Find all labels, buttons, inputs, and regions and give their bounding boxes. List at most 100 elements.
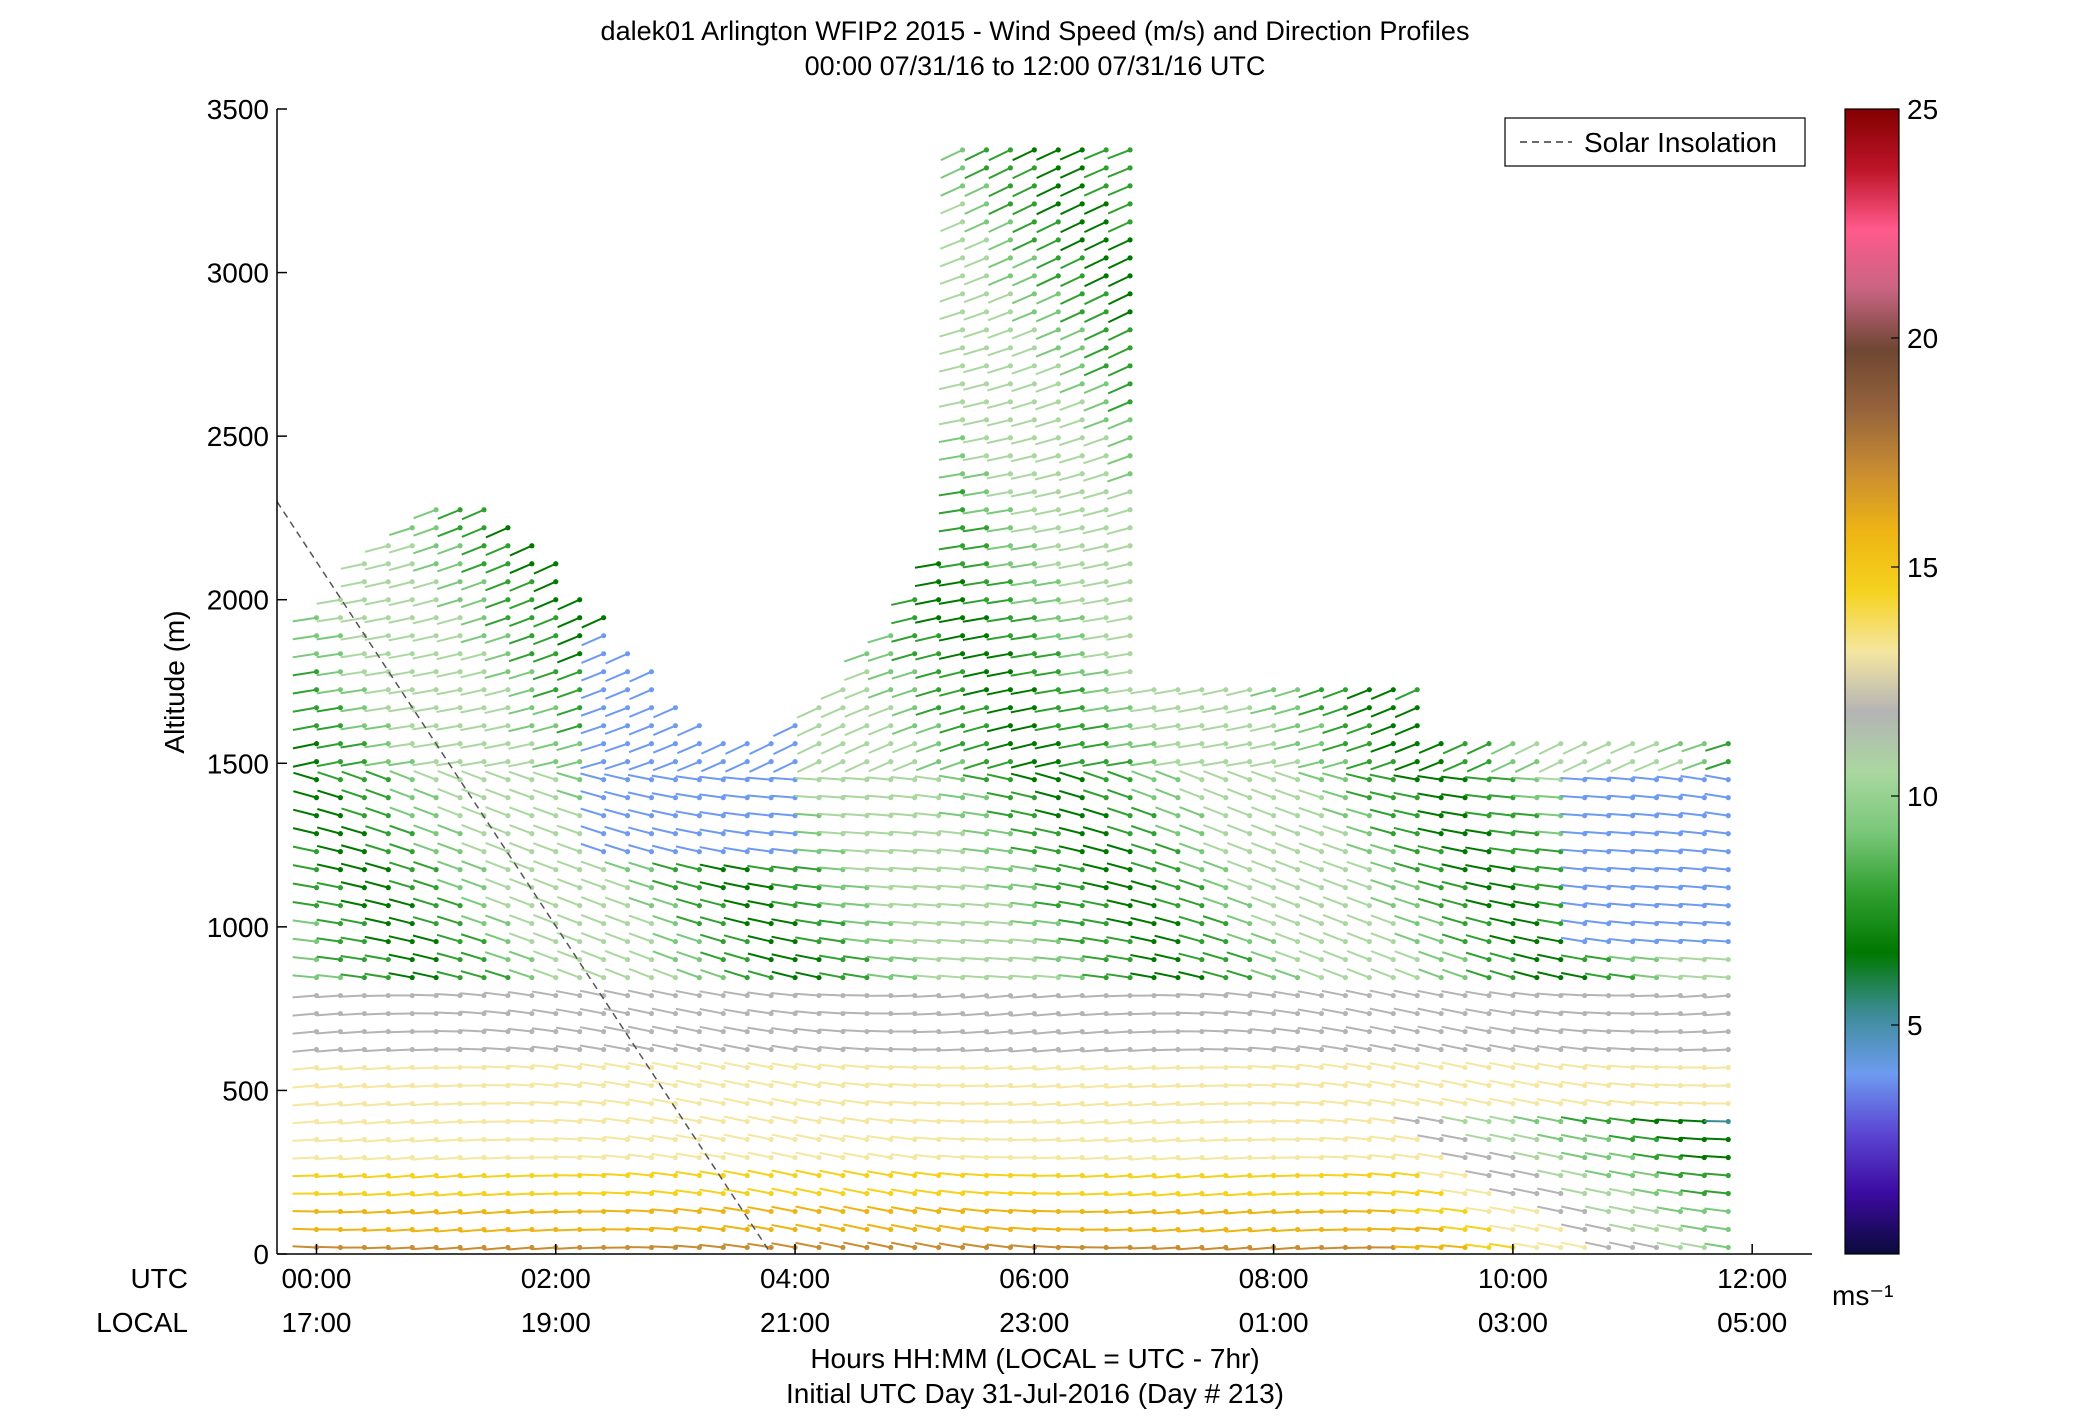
wind-barb-shaft <box>866 1047 891 1051</box>
wind-barb-point <box>959 399 966 405</box>
wind-barb-shaft <box>1513 917 1538 925</box>
wind-barb-shaft <box>628 932 652 943</box>
wind-barb-shaft <box>1489 1206 1514 1213</box>
wind-barb-shaft <box>1082 1156 1107 1161</box>
wind-barb-point <box>1342 1100 1348 1107</box>
wind-barb-shaft <box>1536 848 1561 853</box>
wind-barb-shaft <box>1155 770 1179 781</box>
wind-barb-point <box>1175 795 1181 801</box>
wind-barb-shaft <box>842 794 867 799</box>
wind-barb-shaft <box>962 670 987 678</box>
wind-barb-shaft <box>891 706 916 717</box>
wind-barb-shaft <box>1106 899 1131 907</box>
wind-barb-shaft <box>914 920 939 925</box>
wind-barb-shaft <box>988 256 1011 269</box>
wind-barb-shaft <box>1632 1170 1657 1177</box>
wind-barb-shaft <box>771 1223 796 1231</box>
wind-barb-shaft <box>1035 382 1059 393</box>
wind-barb-point <box>1294 885 1301 891</box>
wind-barb-shaft <box>556 824 581 835</box>
wind-barb-point <box>720 992 726 999</box>
wind-barb-shaft <box>771 1242 796 1249</box>
wind-barb-shaft <box>723 811 748 817</box>
wind-barb-shaft <box>676 760 700 772</box>
wind-barb-point <box>1151 777 1157 783</box>
wind-barb-shaft <box>1393 1208 1418 1213</box>
wind-barb-point <box>1462 1190 1468 1197</box>
wind-barb-shaft <box>1560 812 1585 817</box>
wind-barb-point <box>1031 867 1037 873</box>
wind-barb-shaft <box>890 775 915 781</box>
wind-barb-point <box>1510 1100 1516 1107</box>
wind-barb-shaft <box>555 1137 580 1141</box>
wind-barb-point <box>1438 1172 1444 1179</box>
wind-barb-shaft <box>1273 1228 1298 1233</box>
wind-barb-shaft <box>1010 1048 1035 1053</box>
wind-barb-shaft <box>652 862 676 871</box>
wind-barb-shaft <box>675 792 700 799</box>
wind-barb-shaft <box>1059 346 1083 359</box>
wind-barb-shaft <box>413 842 437 853</box>
wind-barb-point <box>409 543 415 549</box>
wind-barb-shaft <box>771 830 796 835</box>
wind-barb-point <box>1079 831 1085 837</box>
wind-barb-shaft <box>1010 760 1035 769</box>
wind-barb-shaft <box>508 968 533 979</box>
wind-barb-point <box>505 902 511 909</box>
wind-barb-shaft <box>890 938 915 943</box>
wind-barb-shaft <box>1034 652 1059 659</box>
wind-barb-point <box>1055 920 1061 927</box>
wind-barb-shaft <box>364 1030 389 1034</box>
wind-barb-point <box>1629 1190 1636 1197</box>
wind-barb-shaft <box>1249 991 1274 997</box>
wind-barb-shaft <box>723 1061 748 1069</box>
wind-barb-point <box>983 327 990 333</box>
wind-barb-shaft <box>340 881 365 889</box>
wind-barb-shaft <box>1082 544 1107 552</box>
wind-barb-shaft <box>388 898 413 907</box>
wind-barb-shaft <box>1656 1171 1681 1177</box>
wind-barb-shaft <box>1560 954 1585 961</box>
wind-barb-shaft <box>1441 1207 1466 1213</box>
wind-barb-shaft <box>914 1012 939 1016</box>
wind-barb-shaft <box>915 706 939 716</box>
wind-barb-shaft <box>1082 670 1107 677</box>
wind-barb-point <box>1271 902 1277 909</box>
wind-barb-shaft <box>986 956 1011 961</box>
wind-barb-shaft <box>459 1010 485 1015</box>
wind-barb-shaft <box>1656 812 1681 817</box>
wind-barb-shaft <box>1705 760 1729 771</box>
wind-barb-point <box>1366 777 1372 783</box>
wind-barb-point <box>1390 1154 1396 1161</box>
wind-barb-point <box>1031 813 1037 819</box>
wind-barb-shaft <box>1177 993 1202 997</box>
wind-barb-shaft <box>1129 1174 1155 1179</box>
wind-barb-shaft <box>1107 436 1131 448</box>
wind-barb-shaft <box>747 1044 772 1051</box>
wind-barb-point <box>768 849 774 855</box>
wind-barb-point <box>1318 813 1325 819</box>
wind-barb-shaft <box>866 902 891 907</box>
wind-barb-shaft <box>938 1012 963 1017</box>
wind-barb-point <box>1510 867 1516 873</box>
wind-barb-shaft <box>388 706 413 713</box>
wind-barb-point <box>1677 741 1683 747</box>
wind-barb-shaft <box>771 992 796 997</box>
wind-barb-shaft <box>1562 742 1586 755</box>
wind-barb-shaft <box>627 1172 652 1177</box>
wind-barb-point <box>959 381 966 387</box>
wind-barb-shaft <box>1058 955 1083 961</box>
wind-barb-shaft <box>818 830 843 835</box>
wind-barb-shaft <box>364 1084 389 1089</box>
wind-barb-point <box>457 867 463 873</box>
wind-barb-point <box>457 885 463 891</box>
wind-barb-point <box>1558 1064 1564 1071</box>
wind-barb-point <box>577 938 583 945</box>
wind-barb-point <box>433 831 439 837</box>
wind-barb-shaft <box>1106 917 1131 925</box>
wind-barb-point <box>1294 1064 1301 1071</box>
wind-barb-shaft <box>627 1080 652 1087</box>
wind-barb-shaft <box>939 724 963 734</box>
wind-barb-point <box>577 1064 583 1071</box>
wind-barb-shaft <box>1058 760 1083 768</box>
